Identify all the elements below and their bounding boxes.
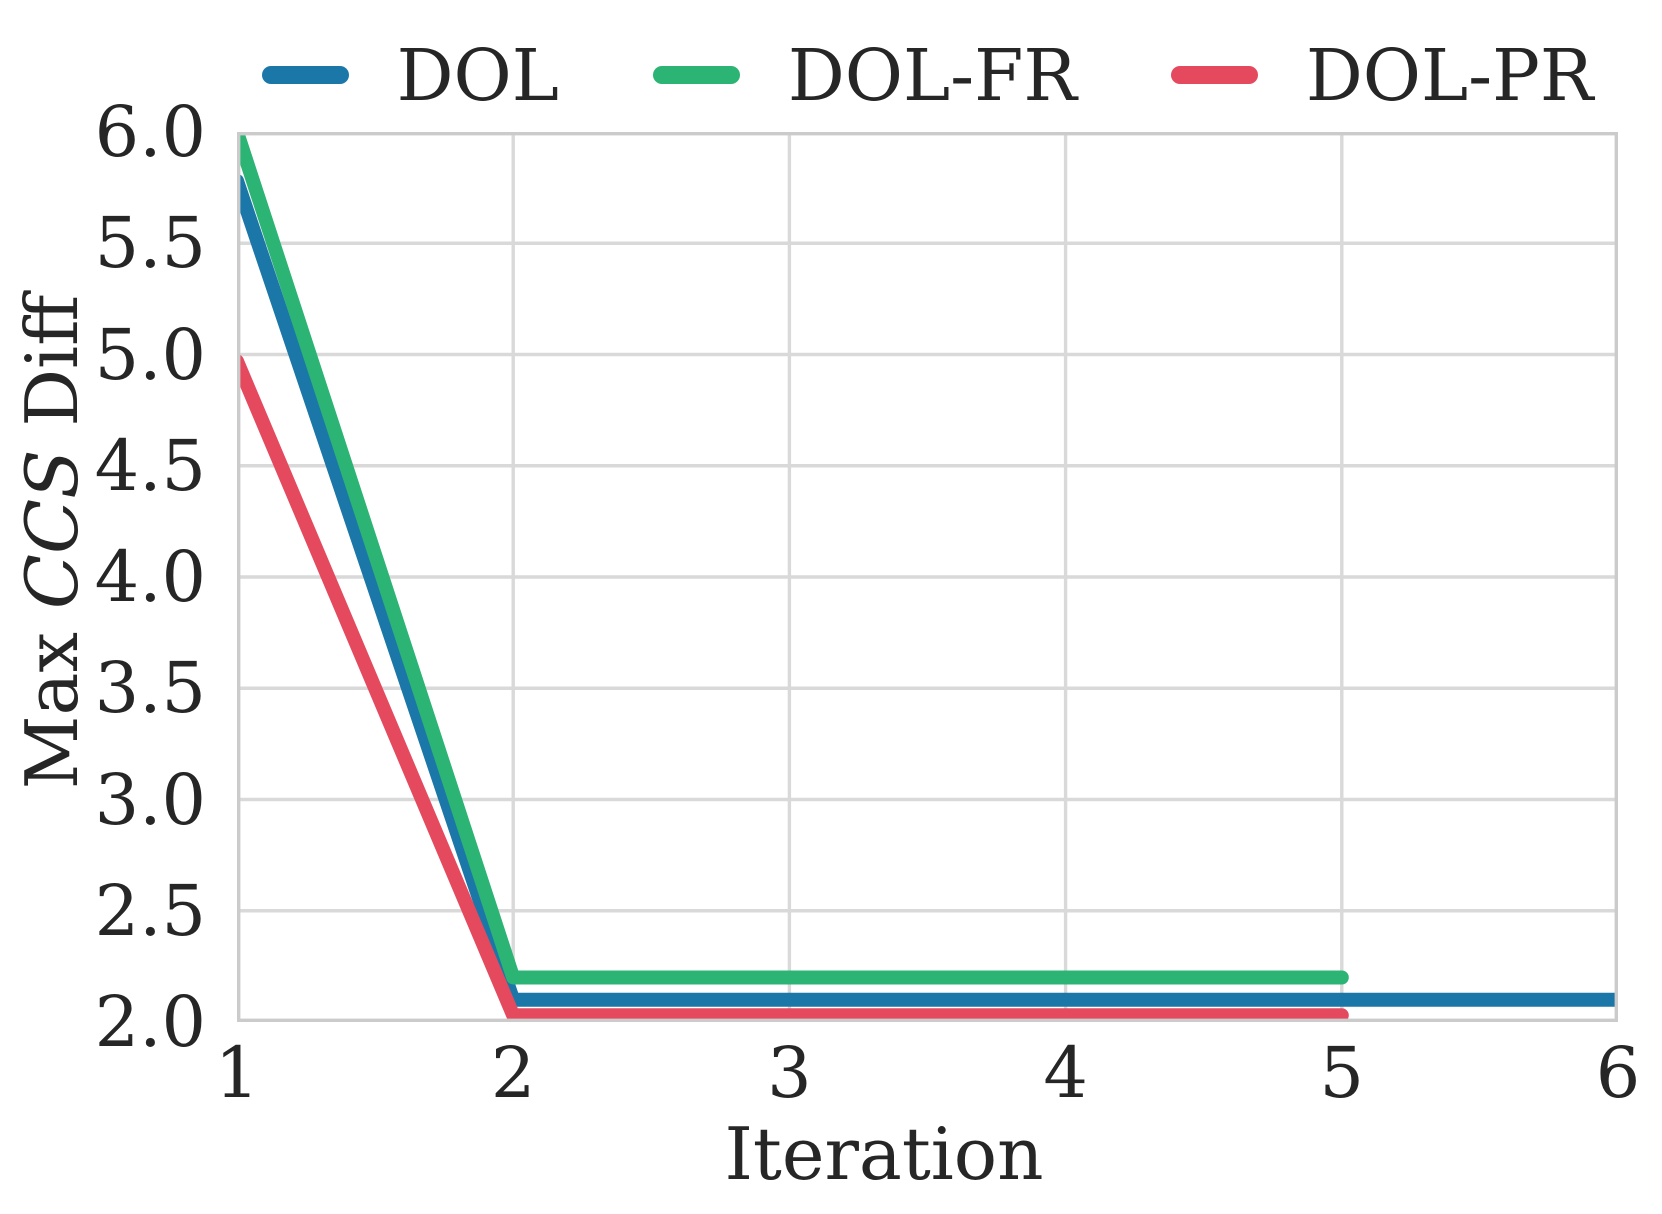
y-tick-label: 2.0 bbox=[94, 981, 206, 1063]
legend-entry-dol-fr: DOL-FR bbox=[652, 33, 1077, 117]
legend-swatch bbox=[261, 66, 349, 84]
y-tick-label: 3.5 bbox=[94, 647, 206, 730]
series-line-DOL-PR bbox=[237, 354, 1349, 1022]
legend-entry-dol-pr: DOL-PR bbox=[1170, 33, 1594, 117]
x-axis-label: Iteration bbox=[724, 1112, 1044, 1196]
legend-swatch bbox=[1170, 66, 1258, 84]
legend-label: DOL-PR bbox=[1305, 33, 1594, 117]
legend: DOL DOL-FR DOL-PR bbox=[237, 20, 1618, 130]
plot-area bbox=[237, 132, 1618, 1022]
series-line-DOL bbox=[237, 173, 1618, 1007]
y-tick-label: 4.5 bbox=[94, 424, 206, 507]
legend-entry-dol: DOL bbox=[261, 33, 559, 117]
y-tick-label: 5.5 bbox=[94, 202, 206, 285]
x-tick-label: 3 bbox=[767, 1032, 812, 1114]
y-tick-label: 5.0 bbox=[94, 313, 206, 396]
plot-border bbox=[237, 132, 1618, 1022]
x-tick-label: 2 bbox=[490, 1032, 536, 1114]
y-tick-label: 6.0 bbox=[94, 91, 206, 173]
x-tick-label: 4 bbox=[1043, 1032, 1088, 1114]
y-tick-label: 3.0 bbox=[94, 758, 206, 841]
x-tick-label: 1 bbox=[214, 1032, 260, 1114]
legend-label: DOL bbox=[396, 33, 559, 117]
x-tick-label: 6 bbox=[1595, 1032, 1641, 1114]
legend-swatch bbox=[652, 66, 740, 84]
legend-label: DOL-FR bbox=[787, 33, 1077, 117]
series-line-DOL-FR bbox=[237, 132, 1349, 985]
y-tick-label: 2.5 bbox=[94, 869, 206, 952]
y-tick-label: 4.0 bbox=[94, 536, 206, 618]
x-tick-label: 5 bbox=[1319, 1032, 1365, 1114]
